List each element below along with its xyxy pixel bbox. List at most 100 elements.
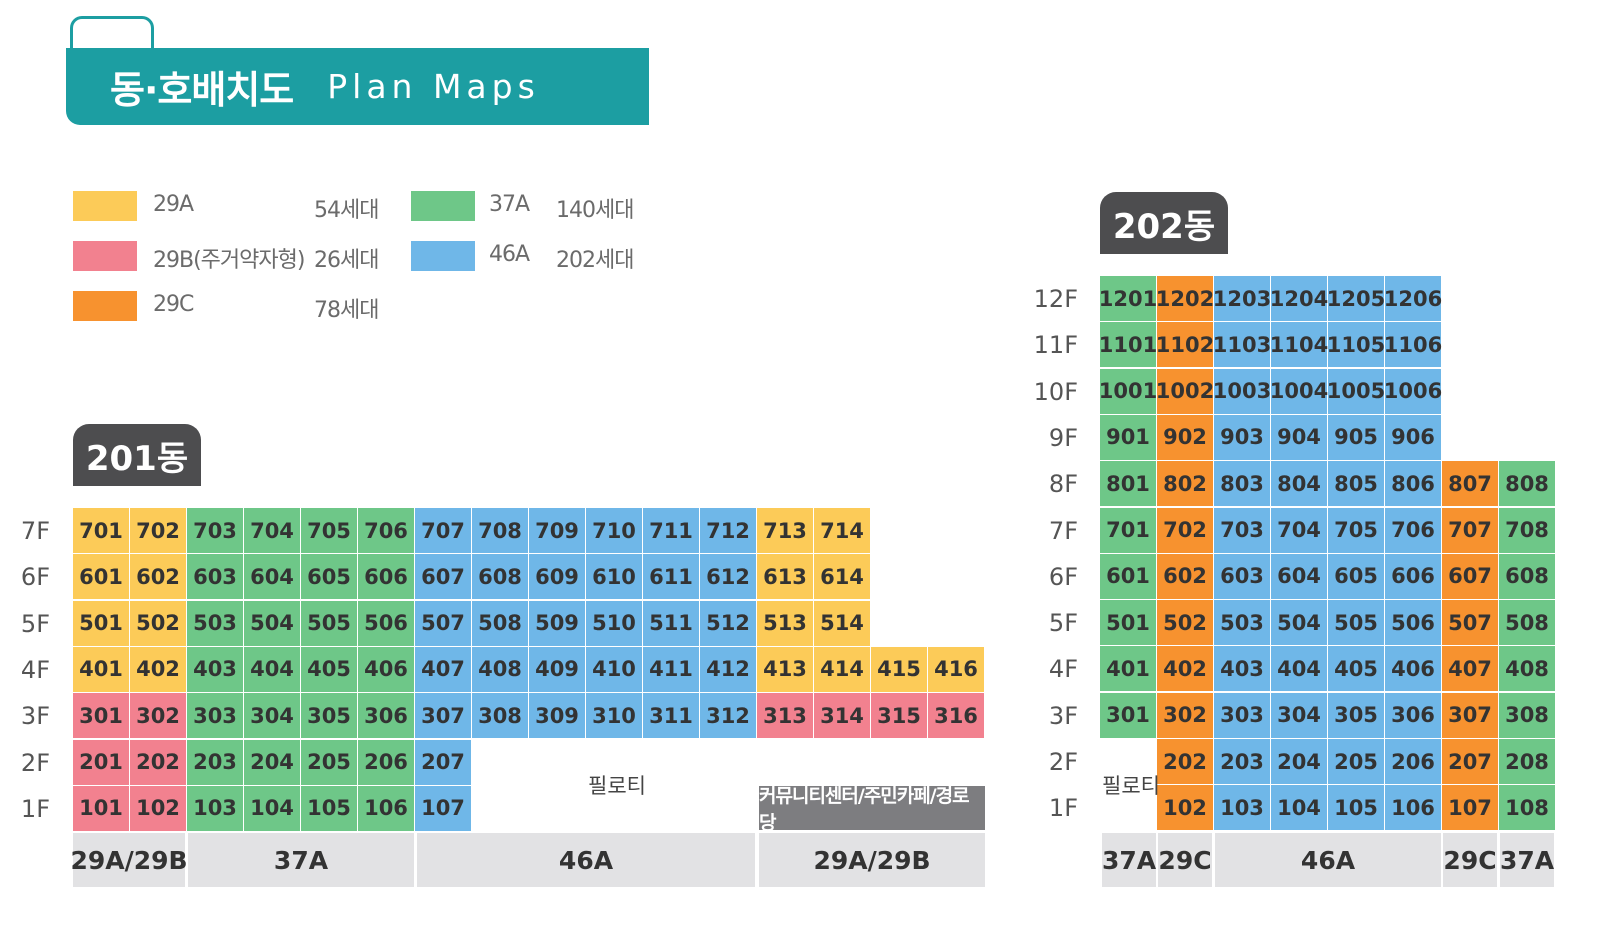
legend-count-46a: 202세대 (556, 248, 634, 273)
unit-202-202: 202 (1157, 739, 1213, 784)
unit-201-509: 509 (529, 600, 585, 646)
unit-201-307: 307 (415, 693, 471, 739)
unit-202-205: 205 (1328, 739, 1384, 784)
unit-202-807: 807 (1442, 461, 1498, 507)
unit-201-505: 505 (301, 600, 357, 646)
unit-201-501: 501 (73, 600, 129, 646)
unit-202-905: 905 (1328, 414, 1384, 460)
building-202-floor-9f: 9F (1048, 423, 1078, 452)
unit-201-611: 611 (643, 554, 699, 600)
unit-201-703: 703 (187, 508, 243, 553)
unit-202-507: 507 (1442, 600, 1498, 646)
unit-202-508: 508 (1499, 600, 1555, 646)
building-201-floor-1f: 1F (20, 794, 50, 823)
page-title-english: Plan Maps (327, 67, 540, 106)
legend-count-29b: 26세대 (314, 248, 379, 273)
unit-202-703: 703 (1214, 507, 1270, 553)
unit-202-1103: 1103 (1213, 322, 1271, 368)
unit-202-506: 506 (1385, 600, 1441, 646)
building-202-floor-10f: 10F (1033, 377, 1078, 406)
unit-201-403: 403 (187, 646, 243, 692)
unit-201-704: 704 (244, 508, 300, 553)
unit-202-405: 405 (1328, 646, 1384, 692)
unit-202-306: 306 (1385, 692, 1441, 738)
unit-201-609: 609 (529, 554, 585, 600)
unit-202-503: 503 (1214, 600, 1270, 646)
unit-201-708: 708 (472, 508, 528, 553)
unit-201-304: 304 (244, 693, 300, 739)
unit-202-404: 404 (1271, 646, 1327, 692)
building-202-floor-4f: 4F (1048, 655, 1078, 684)
unit-202-1203: 1203 (1213, 276, 1271, 321)
unit-201-309: 309 (529, 693, 585, 739)
unit-202-208: 208 (1499, 739, 1555, 784)
unit-202-606: 606 (1385, 553, 1441, 599)
building-202-footer-46a: 46A (1215, 833, 1441, 887)
legend-type-29b: 29B(주거약자형) (153, 248, 305, 273)
unit-201-504: 504 (244, 600, 300, 646)
building-201-floor-2f: 2F (20, 748, 50, 777)
unit-202-1104: 1104 (1270, 322, 1328, 368)
page-title-korean: 동·호배치도 (110, 68, 294, 112)
unit-202-108: 108 (1499, 785, 1555, 831)
building-202-floor-6f: 6F (1048, 562, 1078, 591)
legend-count-29a: 54세대 (314, 198, 379, 223)
building-202-footer-37a-right: 37A (1500, 833, 1554, 887)
unit-201-407: 407 (415, 646, 471, 692)
building-202-floor-7f: 7F (1048, 516, 1078, 545)
unit-202-604: 604 (1271, 553, 1327, 599)
unit-201-514: 514 (814, 600, 870, 646)
unit-201-414: 414 (814, 646, 870, 692)
unit-201-106: 106 (358, 785, 414, 831)
building-201-badge: 201동 (73, 424, 201, 486)
unit-202-805: 805 (1328, 461, 1384, 507)
unit-201-607: 607 (415, 554, 471, 600)
unit-201-610: 610 (586, 554, 642, 600)
unit-201-207: 207 (415, 739, 471, 785)
unit-202-806: 806 (1385, 461, 1441, 507)
unit-202-1006: 1006 (1384, 368, 1442, 414)
legend-count-29c: 78세대 (314, 298, 379, 323)
unit-201-103: 103 (187, 785, 243, 831)
unit-201-410: 410 (586, 646, 642, 692)
unit-202-801: 801 (1100, 461, 1156, 507)
building-201-floor-5f: 5F (20, 609, 50, 638)
unit-201-308: 308 (472, 693, 528, 739)
unit-202-403: 403 (1214, 646, 1270, 692)
unit-201-303: 303 (187, 693, 243, 739)
legend-swatch-29c (73, 291, 137, 321)
unit-202-903: 903 (1214, 414, 1270, 460)
building-202-floor-2f: 2F (1048, 748, 1078, 776)
unit-202-303: 303 (1214, 692, 1270, 738)
unit-201-512: 512 (700, 600, 756, 646)
unit-201-602: 602 (130, 554, 186, 600)
unit-202-105: 105 (1328, 785, 1384, 831)
unit-202-708: 708 (1499, 507, 1555, 553)
unit-201-411: 411 (643, 646, 699, 692)
legend-type-29c: 29C (153, 292, 194, 317)
unit-201-712: 712 (700, 508, 756, 553)
unit-201-709: 709 (529, 508, 585, 553)
unit-202-106: 106 (1385, 785, 1441, 831)
unit-201-711: 711 (643, 508, 699, 553)
unit-201-313: 313 (757, 693, 813, 739)
unit-202-1102: 1102 (1156, 322, 1214, 368)
unit-202-904: 904 (1271, 414, 1327, 460)
unit-201-508: 508 (472, 600, 528, 646)
unit-202-1105: 1105 (1327, 322, 1385, 368)
building-201-footer-29a-29b: 29A/29B (70, 833, 188, 887)
unit-201-702: 702 (130, 508, 186, 553)
unit-202-1001: 1001 (1099, 368, 1157, 414)
legend-count-37a: 140세대 (556, 198, 634, 223)
unit-202-608: 608 (1499, 553, 1555, 599)
unit-201-202: 202 (130, 739, 186, 785)
building-201-community-label: 커뮤니티센터/주민카페/경로당 (759, 785, 985, 834)
building-202-piloti-label: 필로티 (1102, 774, 1160, 798)
unit-201-415: 415 (871, 646, 927, 692)
unit-202-706: 706 (1385, 507, 1441, 553)
unit-201-404: 404 (244, 646, 300, 692)
unit-202-307: 307 (1442, 692, 1498, 738)
building-201-floor-3f: 3F (20, 702, 50, 731)
building-202-floor-11f: 11F (1033, 331, 1078, 360)
unit-201-402: 402 (130, 646, 186, 692)
